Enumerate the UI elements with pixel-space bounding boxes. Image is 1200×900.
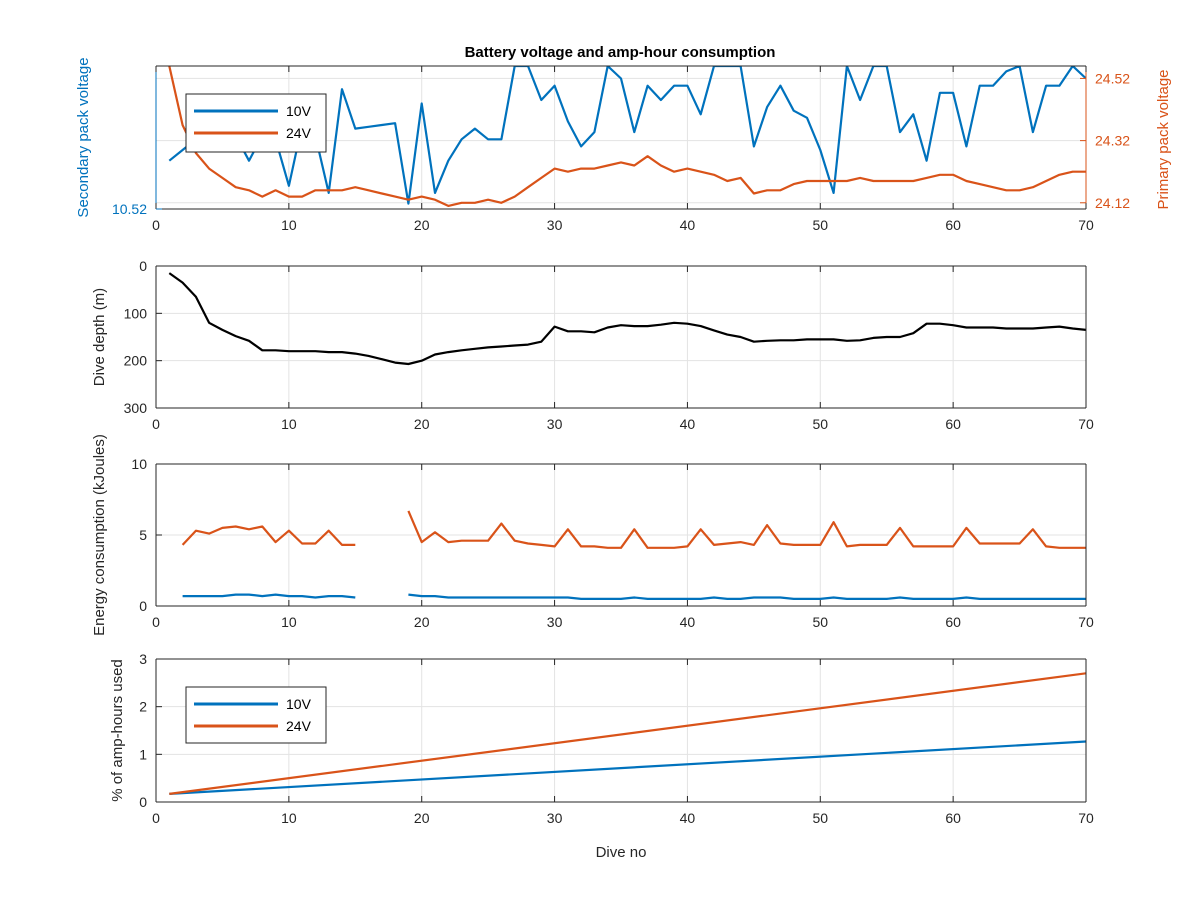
series-line-10v <box>168 66 1086 205</box>
series-group <box>181 510 1086 600</box>
x-tick-label: 70 <box>1078 416 1094 432</box>
x-tick-label: 20 <box>414 614 430 630</box>
x-tick-label: 0 <box>152 810 160 826</box>
voltage-panel: 0 10 20 30 40 50 60 70 10.52 24.12 24.32 24.52 Secon… <box>75 57 1172 233</box>
y-tick-label: 300 <box>124 400 148 416</box>
y-tick-label: 10.52 <box>112 201 147 217</box>
x-tick-label: 20 <box>414 217 430 233</box>
y-tick-label: 3 <box>139 651 147 667</box>
x-tick-label: 30 <box>547 217 563 233</box>
x-tick-label: 60 <box>945 416 961 432</box>
y-tick-label: 5 <box>139 527 147 543</box>
x-axis-label: Dive no <box>596 844 647 861</box>
figure-title: Battery voltage and amp-hour consumption <box>465 44 776 61</box>
plot-area <box>156 266 1086 408</box>
series-line-10v <box>169 740 1086 795</box>
x-tick-label: 20 <box>414 810 430 826</box>
depth-panel: 0 10 20 30 40 50 60 70 0 100 200 300 Dive depth (m) <box>91 258 1094 432</box>
y-axis-label: Secondary pack voltage <box>75 57 92 217</box>
x-tick-label: 70 <box>1078 614 1094 630</box>
x-tick-label: 10 <box>281 614 297 630</box>
series-line-orange <box>181 510 1086 549</box>
y-tick-label: 1 <box>139 746 147 762</box>
x-tick-label: 10 <box>281 416 297 432</box>
x-tick-label: 50 <box>812 614 828 630</box>
y-tick-label-right: 24.52 <box>1095 70 1130 86</box>
x-tick-label: 30 <box>547 614 563 630</box>
x-tick-label: 70 <box>1078 217 1094 233</box>
x-tick-label: 40 <box>680 217 696 233</box>
y-tick-label: 100 <box>124 305 148 321</box>
series-line-24v <box>168 66 1086 207</box>
y-tick-label: 10 <box>131 456 147 472</box>
x-tick-label: 0 <box>152 614 160 630</box>
y-tick-label-right: 24.32 <box>1095 133 1130 149</box>
x-tick-label: 40 <box>680 810 696 826</box>
x-tick-label: 30 <box>547 810 563 826</box>
x-tick-label: 40 <box>680 416 696 432</box>
y-tick-label: 0 <box>139 598 147 614</box>
series-group <box>168 66 1086 207</box>
x-tick-label: 50 <box>812 217 828 233</box>
series-group <box>168 272 1086 366</box>
legend-label-24v: 24V <box>286 718 312 734</box>
x-tick-label: 70 <box>1078 810 1094 826</box>
series-group <box>169 672 1086 795</box>
y-tick-label: 0 <box>139 258 147 274</box>
legend-label-24v: 24V <box>286 125 312 141</box>
x-tick-label: 0 <box>152 416 160 432</box>
x-tick-label: 40 <box>680 614 696 630</box>
y-axis-label: Energy consumption (kJoules) <box>91 434 108 636</box>
x-tick-label: 30 <box>547 416 563 432</box>
legend-label-10v: 10V <box>286 103 312 119</box>
series-line-blue <box>182 593 1086 600</box>
x-tick-label: 10 <box>281 810 297 826</box>
y-tick-label: 0 <box>139 794 147 810</box>
x-tick-label: 60 <box>945 614 961 630</box>
series-line-24v <box>169 672 1086 795</box>
y-tick-label: 2 <box>139 699 147 715</box>
series-line-depth <box>168 272 1086 366</box>
legend-box <box>185 686 327 744</box>
y-tick-label-right: 24.12 <box>1095 195 1130 211</box>
y-axis-label: Dive depth (m) <box>91 288 108 386</box>
legend-label-10v: 10V <box>286 696 312 712</box>
x-tick-label: 50 <box>812 416 828 432</box>
y-axis-label-right: Primary pack voltage <box>1155 69 1172 209</box>
energy-panel: 0 10 20 30 40 50 60 70 0 5 10 Energy consumption (k… <box>91 434 1094 636</box>
x-tick-label: 60 <box>945 217 961 233</box>
y-tick-label: 200 <box>124 353 148 369</box>
x-tick-label: 10 <box>281 217 297 233</box>
y-axis-label: % of amp-hours used <box>109 659 126 802</box>
legend-box <box>185 93 327 153</box>
x-tick-label: 60 <box>945 810 961 826</box>
x-tick-label: 20 <box>414 416 430 432</box>
amp-hours-panel: 0 10 20 30 40 50 60 70 0 1 2 3 % of amp-hours used Di… <box>109 651 1094 861</box>
x-tick-label: 50 <box>812 810 828 826</box>
x-tick-label: 0 <box>152 217 160 233</box>
